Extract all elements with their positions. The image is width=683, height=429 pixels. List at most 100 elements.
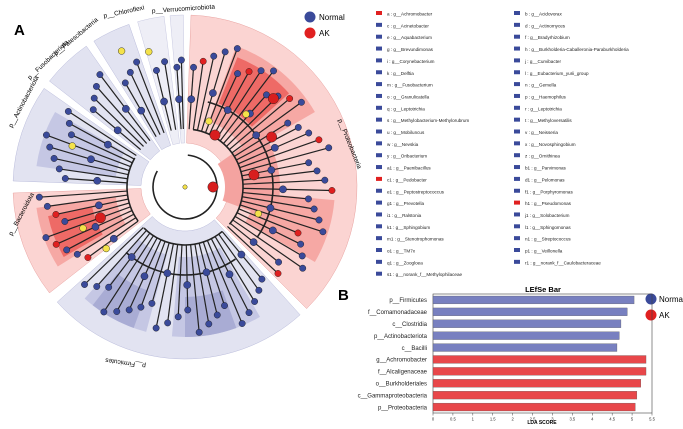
key-entry: o1 : g__TM7x bbox=[387, 249, 416, 254]
neutral-node-2 bbox=[254, 210, 262, 218]
branch-16 bbox=[239, 139, 320, 169]
bar-f__Alcaligenaceae bbox=[432, 367, 647, 376]
branch-10 bbox=[226, 95, 279, 147]
bar-legend-normal-label: Normal bbox=[659, 295, 683, 304]
bar-c__Gammaproteobacteria bbox=[432, 391, 638, 400]
inner-node-38 bbox=[202, 268, 211, 277]
bar-f__Comamonadaceae bbox=[432, 307, 628, 316]
branch-29 bbox=[232, 219, 304, 269]
neutral-node-7 bbox=[102, 244, 110, 253]
branch-6 bbox=[212, 71, 250, 137]
tip-node-64 bbox=[50, 155, 58, 162]
key-swatch bbox=[376, 22, 382, 27]
branch-57 bbox=[45, 206, 131, 239]
key-entry: h1 : g__Pseudomonas bbox=[525, 201, 572, 206]
branch-8 bbox=[219, 70, 275, 142]
tip-node-33 bbox=[255, 286, 263, 294]
tip-node-27 bbox=[297, 240, 305, 248]
branch-76 bbox=[136, 61, 165, 134]
neutral-node-0 bbox=[205, 117, 213, 125]
neutral-node-4 bbox=[79, 224, 87, 232]
tip-node-66 bbox=[43, 131, 50, 139]
branch-51 bbox=[96, 229, 147, 287]
tip-node-48 bbox=[113, 308, 121, 315]
key-entry: m1 : g__Stenotrophomonas bbox=[387, 237, 444, 242]
key-entry: s : g__Methylobacterium-Methylorubrum bbox=[387, 118, 469, 123]
branch-42 bbox=[177, 244, 183, 317]
key-entry: n1 : g__Streptococcus bbox=[525, 237, 571, 242]
branch-58 bbox=[64, 202, 130, 223]
branch-69 bbox=[68, 110, 137, 156]
tip-node-35 bbox=[245, 309, 253, 317]
bar-category-label: f__Alcaligenaceae bbox=[378, 370, 428, 376]
key-entry: n : g__Gemella bbox=[525, 83, 557, 88]
tip-node-42 bbox=[174, 313, 182, 321]
key-entry: k1 : g__Sphingobium bbox=[387, 225, 430, 230]
tip-node-2 bbox=[210, 52, 218, 60]
tip-node-18 bbox=[305, 159, 313, 167]
branch-13 bbox=[233, 122, 289, 157]
clade-bg-patescibacteria bbox=[93, 24, 171, 151]
key-swatch bbox=[514, 236, 520, 241]
key-swatch bbox=[376, 248, 382, 252]
branch-59 bbox=[55, 198, 129, 216]
inner-node-47 bbox=[140, 272, 149, 281]
key-entry: p1 : g__Veillonella bbox=[525, 249, 563, 254]
branch-26 bbox=[238, 208, 299, 234]
key-entry: i : g__Corynebacterium bbox=[387, 59, 435, 64]
key-entry: t : g__Methyloversatilis bbox=[525, 118, 572, 123]
key-entry: q1 : g__Zoogloea bbox=[387, 260, 423, 265]
branch-39 bbox=[194, 244, 210, 325]
ak-node-1 bbox=[209, 129, 221, 141]
key-swatch bbox=[514, 46, 520, 51]
x-tick-label: 1.5 bbox=[490, 417, 496, 422]
key-swatch bbox=[376, 34, 382, 39]
panel-a-legend: Normal AK bbox=[304, 11, 345, 39]
tip-node-51 bbox=[93, 283, 101, 290]
tip-node-4 bbox=[233, 45, 241, 52]
inner-node-44 bbox=[163, 269, 172, 278]
tip-node-62 bbox=[61, 175, 69, 182]
branch-44 bbox=[155, 243, 174, 329]
tip-node-55 bbox=[63, 246, 71, 254]
key-entry: c : g__Acinetobacter bbox=[387, 23, 429, 28]
tip-node-39 bbox=[205, 320, 213, 328]
x-tick-label: 3.5 bbox=[569, 417, 575, 422]
ak-node-2 bbox=[266, 131, 278, 143]
tip-node-21 bbox=[328, 187, 336, 194]
tip-node-52 bbox=[81, 281, 88, 288]
key-swatch bbox=[376, 70, 382, 75]
branch-23 bbox=[242, 196, 315, 210]
key-entry: x : g__Novosphingobium bbox=[525, 142, 576, 147]
bar-chart-frame bbox=[432, 293, 653, 414]
tip-node-69 bbox=[64, 108, 72, 115]
key-entry: c1 : g__Pedobacter bbox=[387, 177, 427, 182]
bar-g__Achromobacter bbox=[432, 355, 647, 364]
tip-node-38 bbox=[213, 311, 221, 319]
tip-node-36 bbox=[238, 320, 246, 327]
tip-node-22 bbox=[305, 195, 312, 203]
branch-68 bbox=[69, 122, 135, 160]
tip-node-13 bbox=[284, 119, 292, 127]
branch-37 bbox=[202, 241, 226, 306]
tip-node-57 bbox=[42, 234, 50, 242]
key-swatch bbox=[514, 117, 520, 122]
neutral-node-6 bbox=[145, 48, 153, 56]
tip-node-76 bbox=[133, 58, 141, 66]
key-swatch bbox=[376, 200, 382, 205]
branch-43 bbox=[167, 244, 179, 323]
inner-node-12 bbox=[252, 131, 260, 140]
branch-63 bbox=[59, 168, 128, 180]
bar-category-label: g__Achromobacter bbox=[376, 358, 427, 364]
key-swatch bbox=[514, 165, 520, 170]
tip-node-59 bbox=[52, 211, 60, 218]
tip-node-31 bbox=[274, 270, 282, 277]
branch-12 bbox=[231, 101, 302, 154]
tip-node-53 bbox=[84, 254, 92, 261]
key-entry: l : g__Eubacterium_yurii_group bbox=[525, 71, 589, 76]
tip-node-3 bbox=[221, 48, 229, 56]
key-swatch bbox=[376, 117, 382, 122]
tip-node-61 bbox=[35, 193, 43, 201]
key-entry: f1 : g__Porphyromonas bbox=[525, 189, 573, 194]
bar-c__Bacilli bbox=[432, 343, 618, 352]
